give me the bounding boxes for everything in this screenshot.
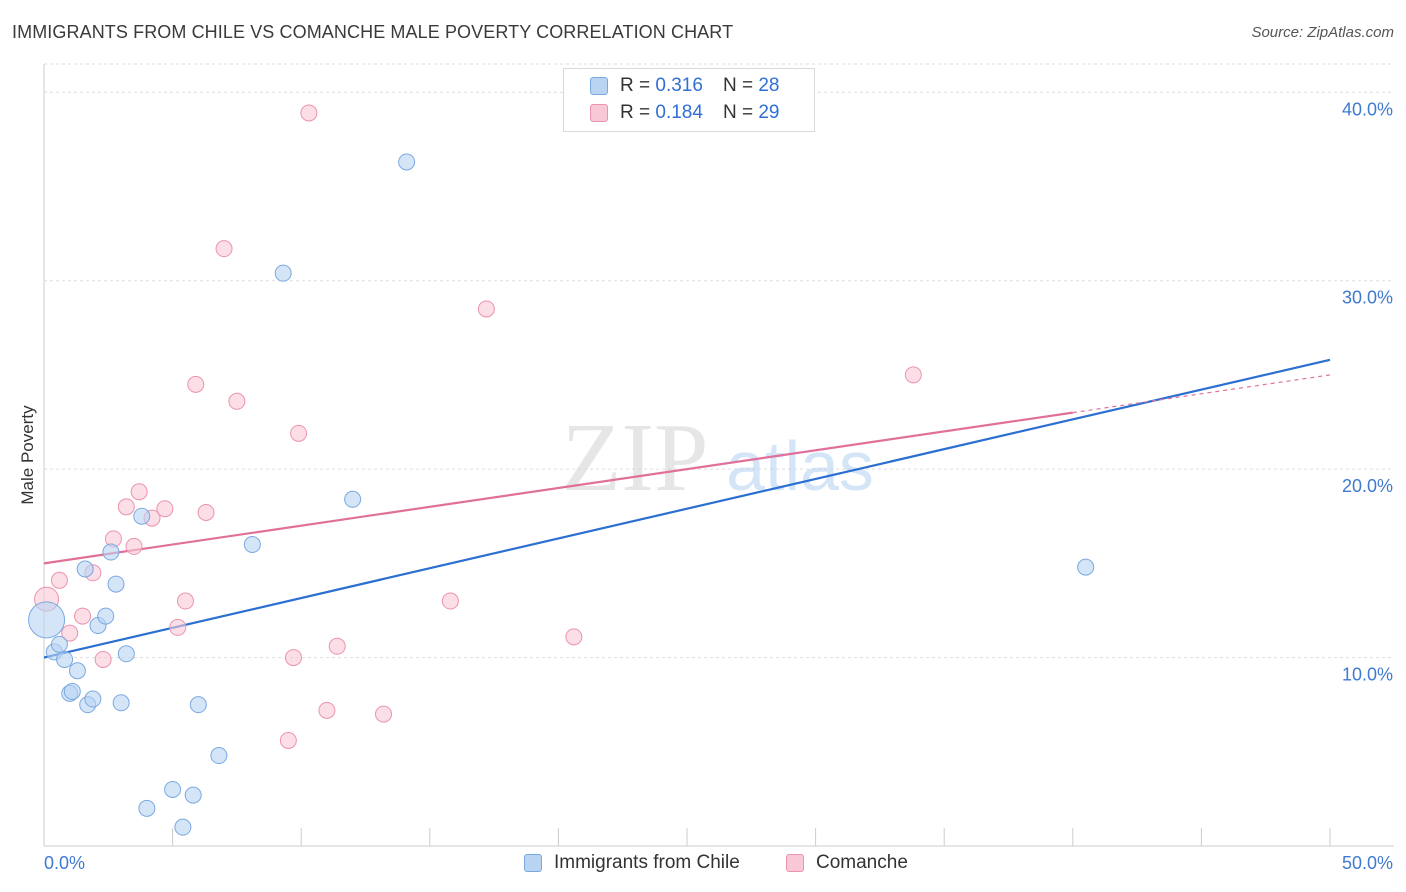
r-value: 0.316 bbox=[655, 75, 703, 96]
trendline-comanche-extension bbox=[1072, 374, 1331, 414]
grid-layer bbox=[44, 63, 1394, 659]
point-comanche bbox=[94, 650, 112, 668]
legend-swatch-pink bbox=[786, 854, 804, 872]
point-comanche bbox=[156, 500, 174, 518]
point-comanche bbox=[130, 483, 148, 501]
chart-title: IMMIGRANTS FROM CHILE VS COMANCHE MALE P… bbox=[12, 22, 734, 42]
point-comanche bbox=[117, 498, 135, 516]
watermark-zip: ZIP bbox=[562, 404, 709, 512]
point-comanche bbox=[187, 375, 205, 393]
x-tick-label: 0.0% bbox=[44, 853, 85, 873]
point-comanche bbox=[279, 731, 297, 749]
point-comanche bbox=[50, 571, 68, 589]
point-chile bbox=[274, 264, 292, 282]
point-chile bbox=[174, 818, 192, 836]
point-comanche bbox=[125, 537, 143, 555]
legend-item-comanche: Comanche bbox=[786, 852, 908, 874]
correlation-legend: R = 0.316 N = 28 R = 0.184 N = 29 bbox=[563, 68, 815, 132]
legend-label-comanche: Comanche bbox=[816, 852, 908, 873]
point-chile bbox=[63, 682, 81, 700]
point-comanche bbox=[228, 392, 246, 410]
trendline-comanche bbox=[43, 411, 1073, 565]
point-chile bbox=[398, 153, 416, 171]
r-label: R = bbox=[620, 75, 651, 96]
point-comanche bbox=[284, 649, 302, 667]
legend-row-comanche: R = 0.184 N = 29 bbox=[590, 101, 779, 125]
point-chile bbox=[56, 650, 74, 668]
watermark-atlas: atlas bbox=[726, 427, 874, 505]
point-chile bbox=[164, 780, 182, 798]
point-chile bbox=[50, 635, 68, 653]
point-comanche bbox=[477, 300, 495, 318]
point-chile bbox=[117, 645, 135, 663]
r-value: 0.184 bbox=[655, 102, 703, 123]
n-value: 28 bbox=[758, 75, 780, 96]
point-comanche bbox=[176, 592, 194, 610]
point-comanche bbox=[61, 624, 79, 642]
y-tick-label: 10.0% bbox=[1342, 665, 1393, 685]
axis-layer bbox=[43, 64, 1394, 847]
point-chile bbox=[344, 490, 362, 508]
y-tick-label: 30.0% bbox=[1342, 288, 1393, 308]
y-axis-label: Male Poverty bbox=[18, 405, 37, 505]
n-label: N = bbox=[722, 75, 754, 96]
point-comanche bbox=[169, 618, 187, 636]
r-label: R = bbox=[620, 102, 651, 123]
n-label: N = bbox=[722, 102, 754, 123]
point-comanche bbox=[904, 366, 922, 384]
y-tick-label: 40.0% bbox=[1342, 99, 1393, 119]
legend-swatch-blue bbox=[524, 854, 542, 872]
point-chile bbox=[76, 560, 94, 578]
point-chile bbox=[102, 543, 120, 561]
legend-label-chile: Immigrants from Chile bbox=[554, 852, 740, 873]
point-chile bbox=[184, 786, 202, 804]
legend-row-chile: R = 0.316 N = 28 bbox=[590, 74, 779, 98]
point-comanche bbox=[197, 503, 215, 521]
point-chile bbox=[68, 662, 86, 680]
point-comanche bbox=[375, 705, 393, 723]
point-layer bbox=[28, 104, 1095, 836]
point-chile bbox=[112, 694, 130, 712]
point-comanche bbox=[318, 701, 336, 719]
watermark: ZIP atlas bbox=[562, 404, 874, 512]
x-tick-label: 50.0% bbox=[1342, 853, 1393, 873]
point-chile bbox=[243, 536, 261, 554]
trend-layer bbox=[43, 358, 1331, 659]
point-comanche bbox=[441, 592, 459, 610]
source-label: Source: ZipAtlas.com bbox=[1251, 24, 1394, 41]
point-chile bbox=[97, 607, 115, 625]
point-chile bbox=[84, 690, 102, 708]
point-chile bbox=[133, 507, 151, 525]
point-chile bbox=[28, 601, 66, 639]
legend-swatch-blue bbox=[590, 77, 608, 95]
point-chile bbox=[138, 799, 156, 817]
point-comanche bbox=[290, 424, 308, 442]
trendline-chile bbox=[43, 358, 1331, 659]
point-chile bbox=[210, 747, 228, 765]
point-comanche bbox=[74, 607, 92, 625]
point-chile bbox=[107, 575, 125, 593]
legend-swatch-pink bbox=[590, 104, 608, 122]
y-tick-label: 20.0% bbox=[1342, 476, 1393, 496]
point-comanche bbox=[300, 104, 318, 122]
point-chile bbox=[1077, 558, 1095, 576]
label-layer: 10.0% 20.0% 30.0% 40.0% 0.0% 50.0% bbox=[44, 99, 1393, 873]
point-chile bbox=[189, 696, 207, 714]
n-value: 29 bbox=[758, 102, 780, 123]
point-comanche bbox=[328, 637, 346, 655]
point-comanche bbox=[565, 628, 583, 646]
point-comanche bbox=[215, 240, 233, 258]
legend-item-chile: Immigrants from Chile bbox=[524, 852, 740, 874]
